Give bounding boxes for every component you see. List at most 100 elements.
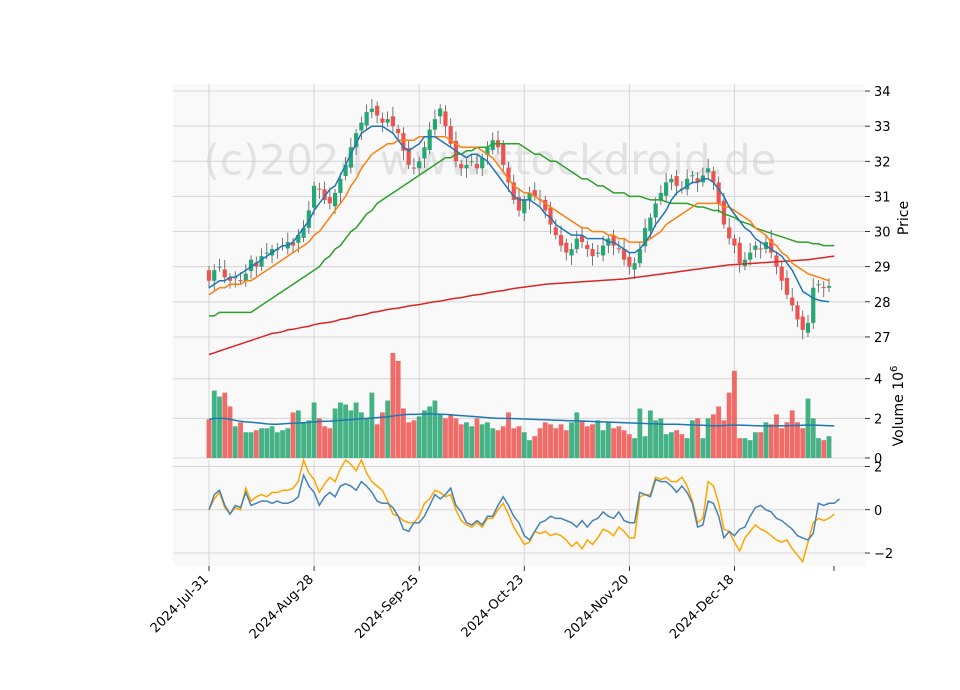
volume-bar <box>542 422 548 458</box>
volume-bar <box>280 430 285 458</box>
candle-body <box>359 122 364 131</box>
volume-bar <box>343 404 349 458</box>
x-tick-label: 2024-Dec-18 <box>667 572 737 642</box>
volume-bar <box>532 436 538 458</box>
volume-bar <box>295 410 301 458</box>
volume-bar <box>579 420 585 458</box>
volume-bar <box>458 424 464 458</box>
volume-bar <box>674 430 680 458</box>
candle-body <box>727 227 732 239</box>
volume-bar <box>768 424 774 458</box>
candle-body <box>380 118 385 123</box>
volume-bar <box>432 400 438 458</box>
candle-body <box>632 263 637 270</box>
candle-body <box>422 147 427 159</box>
candle-body <box>490 140 495 151</box>
volume-bar <box>211 390 217 458</box>
volume-bar <box>437 414 443 458</box>
candle-body <box>333 192 338 207</box>
candle-body <box>816 284 821 286</box>
candle-body <box>558 235 564 246</box>
candle-body <box>826 286 832 288</box>
candle-body <box>658 192 663 201</box>
volume-bar <box>353 402 359 458</box>
volume-bar <box>443 418 448 458</box>
candle-body <box>406 147 411 165</box>
volume-bar <box>784 422 790 458</box>
candle-body <box>590 249 595 257</box>
candle-body <box>516 197 522 211</box>
candle-body <box>438 108 443 117</box>
candle-body <box>706 168 711 173</box>
candle-body <box>396 128 401 134</box>
volume-bar <box>243 432 249 458</box>
volume-bar <box>358 412 364 458</box>
volume-bar <box>747 440 753 458</box>
volume-bar <box>311 402 317 458</box>
volume-bar <box>217 396 222 458</box>
candle-body <box>621 249 627 260</box>
volume-bar <box>616 426 622 458</box>
volume-bar <box>632 438 638 458</box>
candle-body <box>569 249 574 256</box>
volume-bar <box>290 412 296 458</box>
volume-bar <box>453 418 459 458</box>
candle-body <box>811 287 816 323</box>
candle-body <box>254 262 259 267</box>
candle-body <box>432 119 438 130</box>
candle-body <box>338 178 343 193</box>
candle-body <box>206 270 212 281</box>
candle-body <box>317 188 322 190</box>
candle-body <box>364 112 369 126</box>
volume-bar <box>763 422 769 458</box>
candle-body <box>290 242 296 246</box>
volume-bar <box>348 410 354 458</box>
volume-bar <box>689 420 695 458</box>
watermark-text: (c)2024 www.stockdroid.de <box>204 136 777 185</box>
volume-panel <box>206 352 835 458</box>
candle-body <box>690 175 695 177</box>
volume-bar <box>464 422 469 458</box>
candle-body <box>464 164 469 169</box>
price-panel <box>206 99 835 356</box>
volume-bar <box>668 432 674 458</box>
volume-bar <box>821 440 827 458</box>
candle-body <box>627 256 632 267</box>
volume-bar <box>422 410 427 458</box>
candle-body <box>748 252 753 260</box>
candle-body <box>769 239 774 253</box>
volume-bar <box>647 410 653 458</box>
volume-bar <box>274 432 280 458</box>
ma-mid-line <box>208 135 830 296</box>
volume-bar <box>705 418 711 458</box>
candle-body <box>322 189 327 200</box>
candle-body <box>480 157 485 169</box>
candle-body <box>485 147 490 155</box>
ma-fast-line <box>208 125 830 303</box>
candle-body <box>401 133 406 151</box>
volume-bar <box>779 428 785 458</box>
candle-body <box>385 119 390 123</box>
ma-long-line <box>208 255 835 356</box>
ma-slow-line <box>209 142 835 317</box>
candle-body <box>459 164 464 169</box>
candle-body <box>354 133 359 148</box>
volume-bar <box>590 424 595 458</box>
volume-bar <box>364 418 370 458</box>
candle-body <box>653 203 658 218</box>
volume-bar <box>490 428 496 458</box>
candle-body <box>217 266 222 268</box>
candle-body <box>348 147 353 168</box>
candle-body <box>543 199 548 211</box>
candle-body <box>343 164 348 177</box>
volume-bar <box>658 418 664 458</box>
volume-ma-line <box>208 413 835 427</box>
volume-bar <box>379 412 385 458</box>
volume-bar <box>374 424 380 458</box>
candle-body <box>522 199 527 214</box>
candle-body <box>585 244 590 250</box>
volume-bar <box>448 414 454 458</box>
volume-bar <box>400 408 406 458</box>
volume-bar <box>527 440 532 458</box>
volume-bar <box>737 438 743 458</box>
